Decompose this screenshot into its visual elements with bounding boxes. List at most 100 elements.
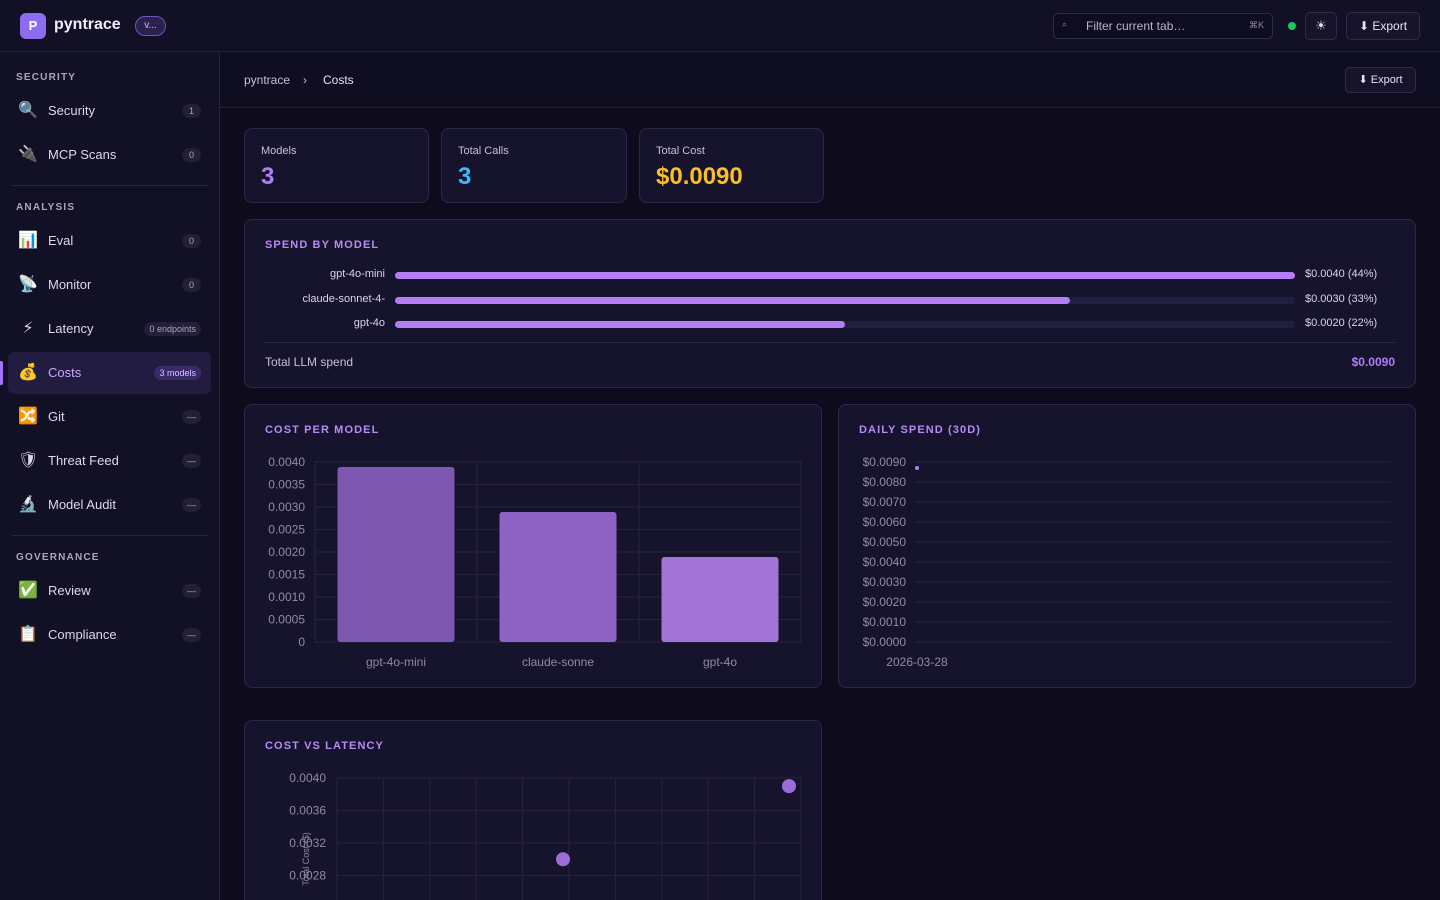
download-icon: ⬇ bbox=[1358, 74, 1368, 86]
count-badge: 0 bbox=[182, 278, 201, 292]
sidebar-item-model-audit[interactable]: 🔬 Model Audit — bbox=[8, 484, 211, 526]
version-badge[interactable]: v... bbox=[135, 16, 166, 36]
export-button[interactable]: ⬇ Export bbox=[1346, 12, 1420, 40]
spend-row: gpt-4o-mini $0.0040 (44%) bbox=[245, 268, 1415, 282]
sidebar-item-label: Threat Feed bbox=[48, 453, 119, 468]
sidebar-item-label: Review bbox=[48, 583, 91, 598]
spend-bar-fill bbox=[395, 272, 1295, 279]
bar-claude-sonne bbox=[499, 512, 617, 642]
sidebar-item-label: Monitor bbox=[48, 277, 92, 292]
spend-row-model: gpt-4o-mini bbox=[329, 268, 385, 280]
total-spend-value: $0.0090 bbox=[1351, 355, 1395, 369]
sidebar-section-analysis: ANALYSIS bbox=[16, 202, 76, 213]
stat-label: Models bbox=[261, 145, 297, 157]
sidebar-item-label: Latency bbox=[48, 321, 94, 336]
spend-row-model: gpt-4o bbox=[353, 317, 385, 329]
spend-row-model: claude-sonnet-4- bbox=[302, 293, 385, 305]
count-badge: 0 bbox=[182, 148, 201, 162]
y-tick-label: $0.0090 bbox=[863, 455, 907, 469]
y-tick-label: $0.0000 bbox=[863, 635, 907, 649]
y-tick-label: $0.0080 bbox=[863, 475, 907, 489]
sidebar-item-costs[interactable]: 💰 Costs 3 models bbox=[0, 352, 211, 394]
sidebar-item-threat-feed[interactable]: 🛡 Threat Feed — bbox=[8, 440, 211, 482]
sidebar-item-review[interactable]: ✅ Review — bbox=[8, 570, 211, 612]
magnifier-icon: 🔍 bbox=[18, 102, 38, 119]
card-title: COST PER MODEL bbox=[265, 424, 380, 436]
spend-row: gpt-4o $0.0020 (22%) bbox=[245, 317, 1415, 331]
sidebar-item-label: Eval bbox=[48, 233, 74, 248]
sidebar-item-label: Model Audit bbox=[48, 497, 116, 512]
app-logo[interactable]: P bbox=[20, 13, 46, 39]
sidebar-item-label: Security bbox=[48, 103, 95, 118]
filter-input[interactable] bbox=[1086, 17, 1236, 35]
app-name[interactable]: pyntrace bbox=[54, 16, 121, 33]
spend-bar-fill bbox=[395, 321, 845, 328]
export-button-label: Export bbox=[1370, 74, 1403, 86]
sidebar-item-eval[interactable]: 📊 Eval 0 bbox=[8, 220, 211, 262]
x-tick-label: claude-sonne bbox=[522, 655, 594, 669]
y-tick-label: 0.0010 bbox=[268, 590, 305, 604]
check-box-icon: ✅ bbox=[18, 582, 38, 599]
clipboard-icon: 📋 bbox=[18, 626, 38, 643]
filter-search-box[interactable]: ⌕ ⌘K bbox=[1053, 13, 1273, 39]
theme-toggle-button[interactable]: ☀ bbox=[1305, 12, 1337, 40]
stat-card-total-calls: Total Calls 3 bbox=[441, 128, 627, 203]
y-tick-label: 0.0036 bbox=[289, 804, 326, 818]
spend-divider bbox=[265, 342, 1395, 343]
sidebar-divider bbox=[12, 185, 208, 186]
top-bar: P pyntrace v... ⌕ ⌘K ☀ ⬇ Export bbox=[0, 0, 1440, 52]
sidebar-item-latency[interactable]: ⚡ Latency 0 endpoints bbox=[8, 308, 211, 350]
sidebar-item-git[interactable]: 🔀 Git — bbox=[8, 396, 211, 438]
plug-icon: 🔌 bbox=[18, 146, 38, 163]
y-tick-label: 0.0025 bbox=[268, 523, 305, 537]
search-icon: ⌕ bbox=[1062, 19, 1068, 29]
y-tick-label: $0.0030 bbox=[863, 575, 907, 589]
breadcrumb: pyntrace › Costs ⬇ Export bbox=[220, 52, 1440, 108]
count-badge: — bbox=[182, 498, 201, 512]
stat-label: Total Cost bbox=[656, 145, 705, 157]
bar-chart-icon: 📊 bbox=[18, 232, 38, 249]
sun-icon: ☀ bbox=[1315, 18, 1327, 33]
sidebar-item-mcp-scans[interactable]: 🔌 MCP Scans 0 bbox=[8, 134, 211, 176]
y-tick-label: 0.0015 bbox=[268, 568, 305, 582]
connection-status-dot bbox=[1288, 22, 1296, 30]
breadcrumb-root-link[interactable]: pyntrace bbox=[244, 73, 291, 87]
export-costs-button[interactable]: ⬇ Export bbox=[1345, 67, 1416, 93]
satellite-icon: 📡 bbox=[18, 276, 38, 293]
spend-row: claude-sonnet-4- $0.0030 (33%) bbox=[245, 293, 1415, 307]
sidebar-item-compliance[interactable]: 📋 Compliance — bbox=[8, 614, 211, 656]
spend-row-value: $0.0030 (33%) bbox=[1305, 293, 1378, 305]
spend-row-value: $0.0020 (22%) bbox=[1305, 317, 1378, 329]
shield-icon: 🛡 bbox=[18, 452, 39, 469]
x-tick-label: gpt-4o-mini bbox=[366, 655, 426, 669]
spend-by-model-card: SPEND BY MODEL gpt-4o-mini $0.0040 (44%)… bbox=[244, 219, 1416, 388]
bar-gpt-4o-mini bbox=[337, 467, 455, 642]
x-tick-label: gpt-4o bbox=[703, 655, 737, 669]
sidebar-section-security: SECURITY bbox=[16, 72, 77, 83]
spend-bar-track bbox=[395, 272, 1295, 279]
y-tick-label: $0.0050 bbox=[863, 535, 907, 549]
count-badge: 0 bbox=[182, 234, 201, 248]
y-axis-label: Total Cost ($) bbox=[301, 832, 311, 886]
data-point bbox=[915, 466, 919, 470]
count-badge: 3 models bbox=[154, 366, 201, 380]
sidebar-item-monitor[interactable]: 📡 Monitor 0 bbox=[8, 264, 211, 306]
count-badge: — bbox=[182, 454, 201, 468]
sidebar-section-governance: GOVERNANCE bbox=[16, 552, 100, 563]
scatter-point bbox=[782, 779, 796, 794]
total-spend-label: Total LLM spend bbox=[265, 355, 354, 369]
count-badge: — bbox=[182, 584, 201, 598]
scatter-point bbox=[556, 852, 570, 867]
cost-per-model-card: COST PER MODEL 0.0040 0.0035 0.0030 0.0025 0… bbox=[244, 404, 822, 688]
daily-spend-card: DAILY SPEND (30D) $0.0090 $0.0080 $0.0070 $… bbox=[838, 404, 1416, 688]
stat-value: 3 bbox=[458, 163, 472, 190]
count-badge: 1 bbox=[182, 104, 201, 118]
card-title: SPEND BY MODEL bbox=[265, 239, 380, 251]
sidebar-item-label: Compliance bbox=[48, 627, 117, 642]
bar-gpt-4o bbox=[661, 557, 779, 642]
stat-value: $0.0090 bbox=[656, 163, 743, 190]
sidebar-item-security[interactable]: 🔍 Security 1 bbox=[8, 90, 211, 132]
y-tick-label: 0.0040 bbox=[268, 455, 305, 469]
sidebar-item-label: Git bbox=[48, 409, 65, 424]
